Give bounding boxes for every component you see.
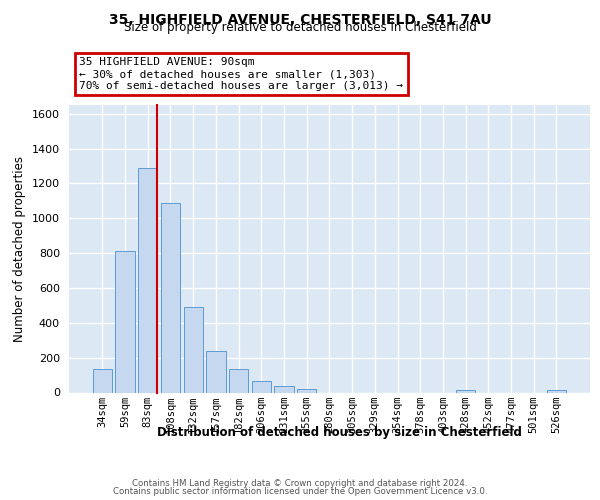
Bar (456, 390, 475, 392)
Bar (274, 386, 293, 392)
Bar (115, 252, 134, 392)
Bar (206, 350, 226, 393)
Bar (547, 390, 566, 392)
Text: Distribution of detached houses by size in Chesterfield: Distribution of detached houses by size … (157, 426, 521, 439)
Text: Size of property relative to detached houses in Chesterfield: Size of property relative to detached ho… (124, 22, 476, 35)
Bar (92, 369, 112, 392)
Bar (161, 202, 180, 392)
Text: 35 HIGHFIELD AVENUE: 90sqm
← 30% of detached houses are smaller (1,303)
70% of s: 35 HIGHFIELD AVENUE: 90sqm ← 30% of deta… (79, 58, 403, 90)
Bar (251, 381, 271, 392)
Bar (184, 307, 203, 392)
Bar (229, 369, 248, 392)
Text: Contains HM Land Registry data © Crown copyright and database right 2024.: Contains HM Land Registry data © Crown c… (132, 479, 468, 488)
Bar (297, 388, 316, 392)
Bar (138, 168, 157, 392)
Y-axis label: Number of detached properties: Number of detached properties (13, 156, 26, 342)
Text: 35, HIGHFIELD AVENUE, CHESTERFIELD, S41 7AU: 35, HIGHFIELD AVENUE, CHESTERFIELD, S41 … (109, 12, 491, 26)
Text: Contains public sector information licensed under the Open Government Licence v3: Contains public sector information licen… (113, 487, 487, 496)
